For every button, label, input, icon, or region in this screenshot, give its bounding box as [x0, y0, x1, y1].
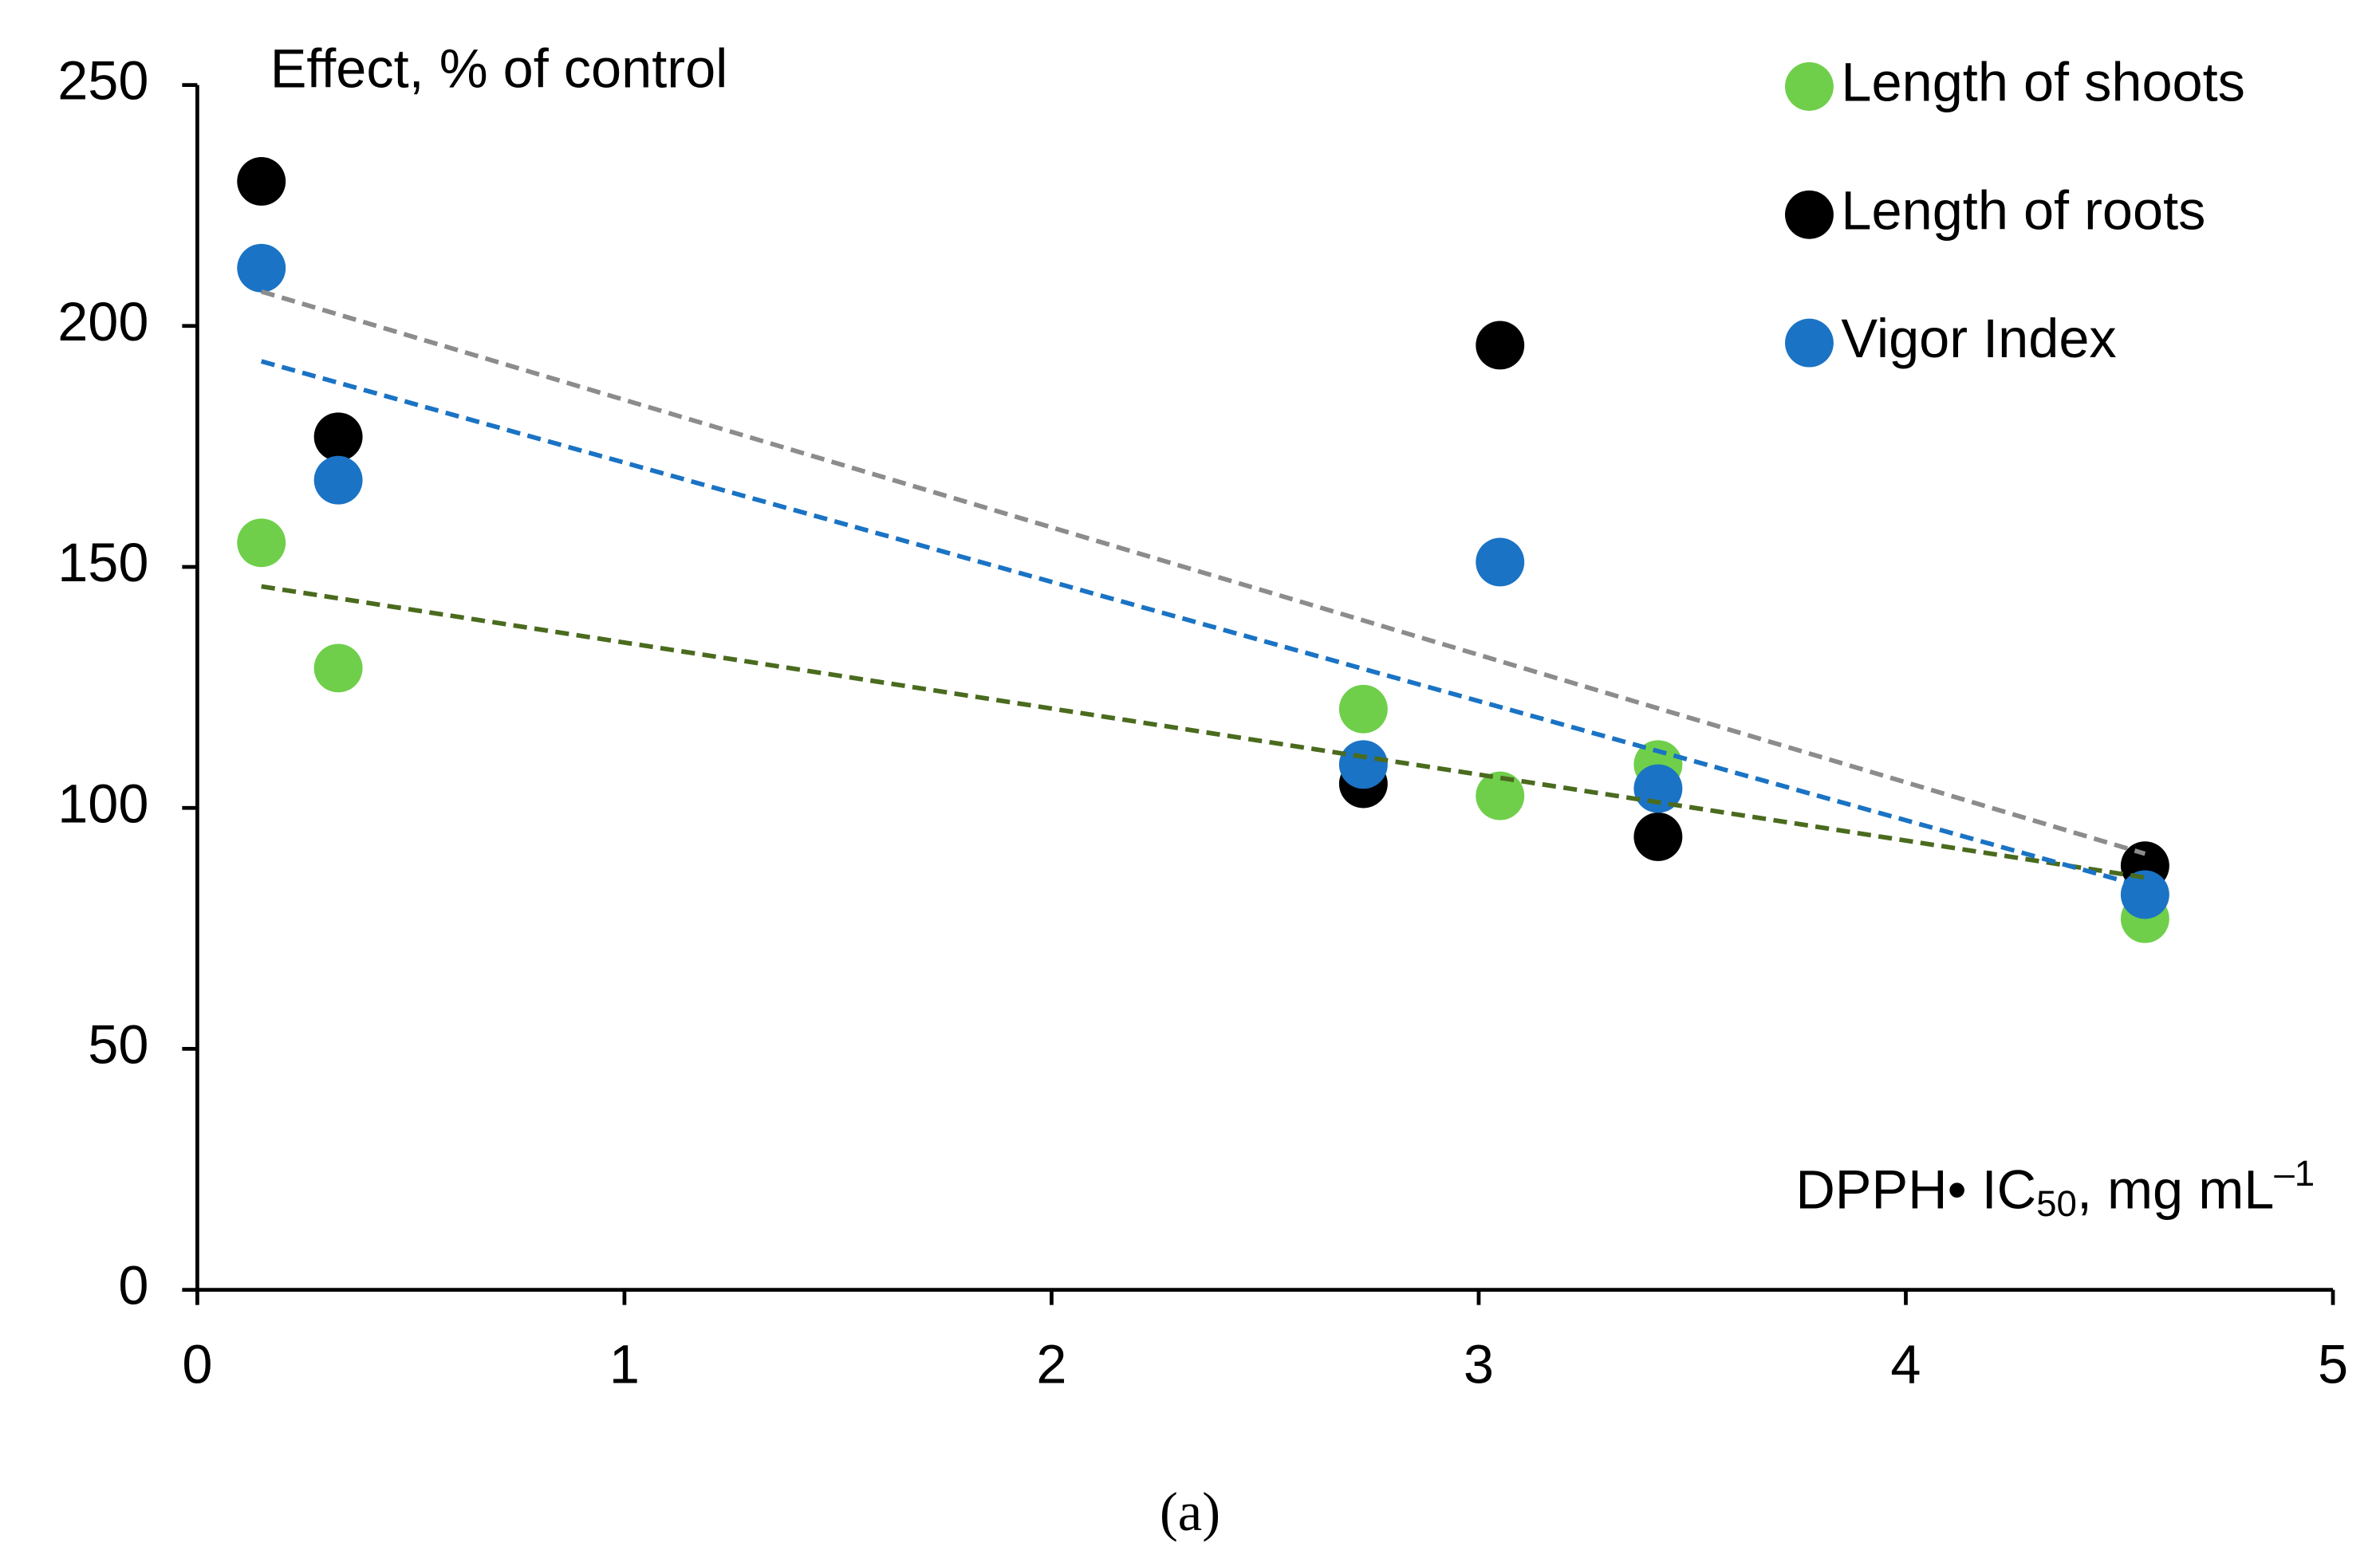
- x-tick-label: 1: [609, 1334, 640, 1395]
- legend-label: Length of shoots: [1841, 52, 2245, 113]
- y-tick-label: 0: [118, 1255, 148, 1316]
- trendline: [260, 359, 2146, 890]
- x-tick-label: 2: [1036, 1334, 1066, 1395]
- legend-marker: [1785, 190, 1834, 239]
- x-tick-label: 4: [1890, 1334, 1921, 1395]
- data-point: [237, 518, 286, 568]
- data-point: [1338, 684, 1388, 734]
- data-point: [1476, 321, 1525, 370]
- y-tick-label: 250: [57, 50, 148, 112]
- x-tick-label: 3: [1464, 1334, 1494, 1395]
- data-point: [1633, 764, 1683, 813]
- trendline: [260, 289, 2146, 856]
- data-point: [313, 412, 363, 462]
- data-point: [2120, 870, 2169, 919]
- data-point: [1338, 740, 1388, 789]
- x-tick-label: 0: [182, 1334, 212, 1395]
- data-point: [313, 455, 363, 505]
- chart-title: Effect, % of control: [270, 37, 728, 99]
- x-axis-label: DPPH• IC50, mg mL–1: [1795, 1153, 2315, 1224]
- y-tick-label: 200: [57, 291, 148, 352]
- data-point: [237, 243, 286, 293]
- data-point: [313, 643, 363, 693]
- legend-marker: [1785, 318, 1834, 368]
- x-label-sup: –1: [2274, 1153, 2315, 1194]
- y-tick-label: 50: [88, 1014, 148, 1076]
- legend-marker: [1785, 62, 1834, 111]
- x-label-part: DPPH• IC: [1795, 1159, 2036, 1221]
- y-tick-label: 150: [57, 532, 148, 593]
- y-tick-label: 100: [57, 773, 148, 834]
- caption: (a): [1160, 1481, 1220, 1542]
- x-tick-label: 5: [2318, 1334, 2348, 1395]
- data-point: [237, 157, 286, 206]
- data-point: [1476, 771, 1525, 820]
- legend-label: Vigor Index: [1841, 308, 2116, 369]
- legend-label: Length of roots: [1841, 179, 2205, 241]
- trendline: [261, 584, 2146, 880]
- data-point: [1476, 537, 1525, 587]
- data-point: [1633, 813, 1683, 861]
- x-label-part: , mg mL: [2077, 1159, 2274, 1221]
- x-label-sub: 50: [2036, 1183, 2077, 1224]
